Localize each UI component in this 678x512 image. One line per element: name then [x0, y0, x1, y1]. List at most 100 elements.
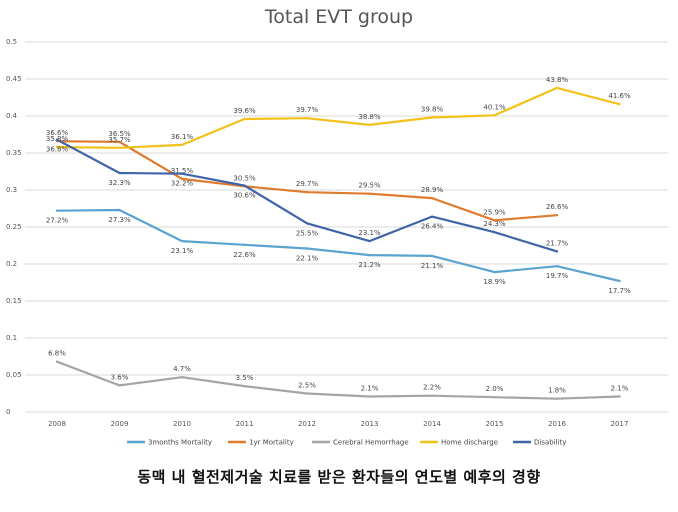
- data-label: 2.1%: [611, 384, 629, 392]
- data-point: [618, 395, 621, 398]
- data-point: [118, 171, 121, 175]
- data-label: 32.3%: [108, 179, 131, 187]
- data-label: 22.6%: [233, 251, 256, 259]
- data-point: [243, 117, 246, 121]
- data-point: [430, 254, 434, 258]
- data-label: 40.1%: [483, 103, 506, 111]
- data-point: [180, 143, 184, 147]
- data-point: [618, 279, 621, 283]
- data-label: 21.2%: [358, 261, 381, 269]
- data-point: [180, 177, 184, 181]
- data-label: 1.8%: [548, 387, 566, 395]
- legend-entry: 3months Mortality: [148, 439, 212, 447]
- data-label: 31.5%: [171, 167, 194, 175]
- legend-entry: 1yr Mortality: [249, 439, 294, 447]
- data-point: [430, 116, 434, 119]
- data-point: [430, 196, 434, 200]
- x-tick-label: 2013: [361, 420, 379, 428]
- data-label: 17.7%: [608, 287, 631, 295]
- y-tick-label: 0.2: [6, 260, 17, 268]
- data-label: 22.1%: [296, 254, 319, 262]
- data-point: [555, 213, 559, 217]
- data-point: [55, 209, 59, 212]
- data-label: 30.5%: [233, 174, 256, 182]
- x-tick-label: 2011: [236, 420, 254, 428]
- data-label: 29.5%: [358, 182, 381, 190]
- data-point: [430, 215, 434, 218]
- y-tick-label: 0.35: [6, 149, 22, 157]
- data-label: 28.9%: [421, 186, 444, 194]
- chart-title: Total EVT group: [264, 6, 414, 28]
- x-tick-label: 2017: [611, 420, 629, 428]
- y-tick-label: 0: [6, 408, 10, 416]
- data-point: [368, 253, 371, 257]
- legend-entry: Cerebral Hemorrhage: [333, 439, 409, 447]
- data-label: 39.8%: [421, 105, 444, 113]
- data-point: [243, 243, 246, 246]
- x-tick-label: 2008: [48, 420, 66, 428]
- data-point: [243, 184, 246, 187]
- data-label: 23.1%: [358, 229, 381, 237]
- data-label: 30.6%: [233, 192, 256, 200]
- legend-entry: Home discharge: [441, 439, 498, 447]
- data-label: 19.7%: [546, 272, 569, 280]
- data-point: [180, 376, 184, 379]
- y-tick-label: 0.15: [6, 297, 22, 305]
- data-point: [555, 250, 559, 253]
- legend-entry: Disability: [534, 439, 566, 447]
- x-tick-label: 2010: [173, 420, 191, 428]
- data-label: 25.9%: [483, 208, 506, 216]
- data-label: 6.8%: [48, 350, 66, 358]
- series-line-home-discharge: [56, 86, 620, 149]
- data-label: 43.8%: [546, 76, 569, 84]
- data-label: 39.7%: [296, 106, 319, 114]
- data-label: 29.7%: [296, 180, 319, 188]
- series-line-3months-mortality: [56, 208, 620, 283]
- data-label: 38.8%: [358, 113, 381, 121]
- data-label: 18.9%: [483, 278, 506, 286]
- data-point: [305, 222, 309, 225]
- data-point: [618, 102, 621, 106]
- data-point: [368, 192, 371, 195]
- data-label: 36.1%: [171, 133, 194, 141]
- data-label: 36.8%: [46, 146, 69, 154]
- data-point: [493, 219, 496, 222]
- data-point: [55, 138, 59, 141]
- data-point: [118, 140, 121, 144]
- data-point: [368, 123, 371, 127]
- y-tick-label: 0.1: [6, 334, 17, 342]
- data-label: 36.5%: [108, 130, 131, 138]
- data-point: [555, 86, 559, 90]
- data-label: 2.0%: [486, 385, 504, 393]
- data-point: [368, 239, 371, 243]
- data-point: [55, 360, 59, 363]
- x-tick-label: 2014: [423, 420, 441, 428]
- data-point: [493, 230, 496, 234]
- data-point: [305, 392, 309, 395]
- x-tick-label: 2016: [548, 420, 566, 428]
- data-point: [493, 270, 496, 274]
- data-point: [493, 114, 496, 117]
- data-point: [368, 395, 371, 398]
- data-label: 21.1%: [421, 262, 444, 270]
- data-point: [555, 397, 559, 400]
- data-label: 35.7%: [108, 136, 131, 144]
- figure-caption: 동맥 내 혈전제거술 치료를 받은 환자들의 연도별 예후의 경향: [137, 468, 541, 486]
- y-tick-label: 0.4: [6, 112, 18, 120]
- data-point: [118, 146, 121, 150]
- data-label: 2.5%: [298, 382, 316, 390]
- y-tick-label: 0.3: [6, 186, 17, 194]
- data-label: 27.3%: [108, 216, 131, 224]
- data-point: [305, 191, 309, 194]
- data-point: [243, 384, 246, 388]
- data-label: 3.6%: [111, 373, 129, 381]
- y-tick-label: 0.5: [6, 38, 17, 46]
- data-label: 2.2%: [423, 384, 441, 392]
- data-label: 26.6%: [546, 203, 569, 211]
- data-point: [305, 247, 309, 250]
- data-point: [430, 394, 434, 397]
- data-label: 25.5%: [296, 229, 319, 237]
- data-label: 4.7%: [173, 365, 191, 373]
- data-label: 26.4%: [421, 223, 444, 231]
- data-label: 39.6%: [233, 107, 256, 115]
